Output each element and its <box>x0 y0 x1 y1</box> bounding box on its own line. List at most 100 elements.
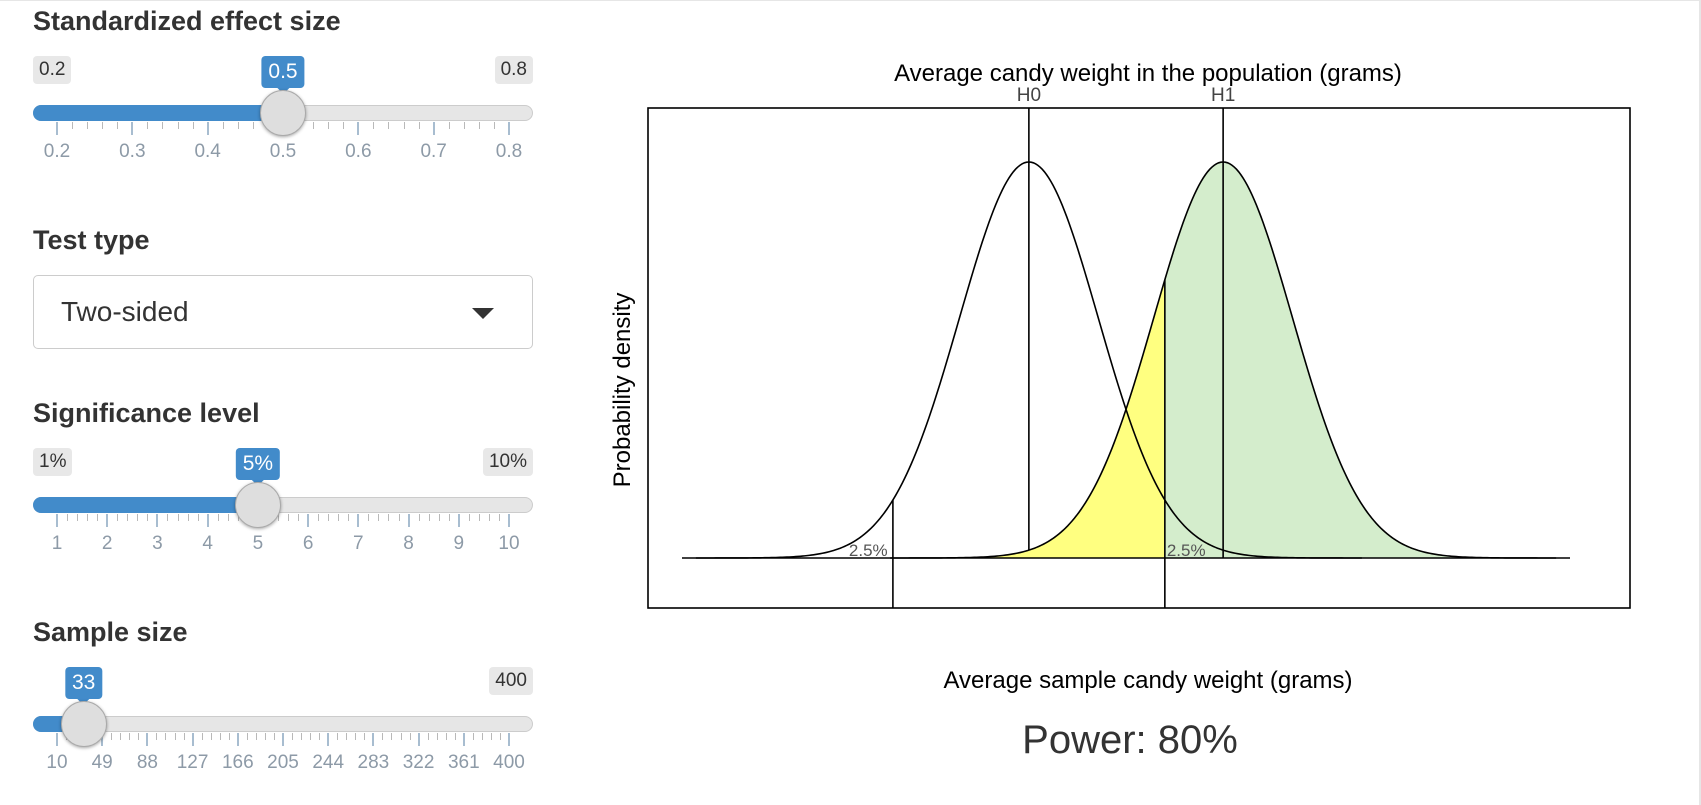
slider-minor-tick <box>237 122 239 129</box>
slider-minor-tick <box>378 514 380 521</box>
slider-major-tick <box>357 514 360 527</box>
slider-minor-tick <box>183 733 185 740</box>
slider-major-tick <box>146 733 149 746</box>
right-edge-scrollbar <box>1699 0 1701 805</box>
effect-size-slider[interactable]: 0.2 0.8 0.2 0.3 0.4 0.5 0.6 0.7 0.8 0.5 <box>33 56 533 166</box>
sample-size-handle[interactable] <box>60 701 107 747</box>
slider-minor-tick <box>67 514 69 521</box>
slider-minor-tick <box>292 733 294 740</box>
slider-minor-tick <box>222 122 224 129</box>
sample-size-slider[interactable]: 10 400 10 49 88 127 166 205 244 283 322 361 400 33 <box>33 667 533 777</box>
significance-handle[interactable] <box>234 482 281 528</box>
slider-minor-tick <box>97 514 99 521</box>
slider-minor-tick <box>117 122 119 129</box>
slider-minor-tick <box>355 733 357 740</box>
slider-tick-label: 166 <box>221 752 254 773</box>
slider-minor-tick <box>264 733 266 740</box>
slider-minor-tick <box>301 733 303 740</box>
slider-minor-tick <box>418 122 420 129</box>
slider-minor-tick <box>87 122 89 129</box>
significance-max: 10% <box>482 448 533 476</box>
slider-minor-tick <box>499 733 501 740</box>
slider-minor-tick <box>472 733 474 740</box>
slider-tick-label: 8 <box>403 533 414 554</box>
sample-size-track[interactable] <box>33 716 533 732</box>
significance-value: 5% <box>235 448 281 486</box>
slider-tick-label: 400 <box>493 752 525 773</box>
slider-minor-tick <box>445 733 447 740</box>
significance-fill <box>33 497 258 513</box>
slider-major-tick <box>372 733 375 746</box>
effect-size-handle[interactable] <box>260 90 306 136</box>
slider-tick-label: 7 <box>353 533 364 554</box>
significance-slider[interactable]: 1% 10% 1 2 3 4 5 6 7 8 9 10 5% <box>33 448 533 558</box>
effect-size-grid: 0.2 0.3 0.4 0.5 0.6 0.7 0.8 <box>33 122 533 166</box>
slider-minor-tick <box>165 733 167 740</box>
slider-minor-tick <box>156 733 158 740</box>
slider-minor-tick <box>388 514 390 521</box>
slider-tick-label: 6 <box>302 533 314 554</box>
slider-minor-tick <box>490 733 492 740</box>
slider-tick-label: 0.5 <box>269 141 297 162</box>
slider-minor-tick <box>478 514 480 521</box>
slider-major-tick <box>327 733 330 746</box>
slider-tick-label: 127 <box>176 752 209 773</box>
slider-minor-tick <box>343 122 345 129</box>
slider-major-tick <box>462 733 465 746</box>
test-type-select[interactable]: Two-sided <box>33 275 533 349</box>
slider-major-tick <box>191 733 194 746</box>
slider-minor-tick <box>120 733 122 740</box>
effect-size-value: 0.5 <box>261 56 305 94</box>
slider-major-tick <box>56 733 58 746</box>
slider-minor-tick <box>255 733 257 740</box>
slider-minor-tick <box>177 514 179 521</box>
significance-label: Significance level <box>33 398 260 428</box>
slider-major-tick <box>432 122 435 135</box>
slider-major-tick <box>307 514 310 527</box>
x-axis-title: Average sample candy weight (grams) <box>943 667 1352 694</box>
slider-minor-tick <box>319 733 321 740</box>
slider-minor-tick <box>346 733 348 740</box>
slider-minor-tick <box>488 514 490 521</box>
slider-minor-tick <box>328 514 330 521</box>
slider-major-tick <box>101 733 104 746</box>
slider-minor-tick <box>192 122 194 129</box>
slider-minor-tick <box>87 514 89 521</box>
slider-minor-tick <box>364 733 366 740</box>
significance-min: 1% <box>33 448 73 476</box>
slider-minor-tick <box>219 733 221 740</box>
slider-minor-tick <box>493 122 495 129</box>
power-region <box>1164 162 1501 558</box>
slider-major-tick <box>417 733 420 746</box>
slider-minor-tick <box>252 122 254 129</box>
h1-label: H1 <box>1211 85 1235 106</box>
slider-minor-tick <box>177 122 179 129</box>
slider-minor-tick <box>147 122 149 129</box>
slider-tick-label: 88 <box>136 752 158 773</box>
slider-minor-tick <box>318 514 320 521</box>
slider-tick-label: 5 <box>252 533 264 554</box>
test-type-selected: Two-sided <box>61 296 189 327</box>
slider-minor-tick <box>137 514 139 521</box>
slider-major-tick <box>236 733 239 746</box>
slider-tick-label: 0.8 <box>495 141 523 162</box>
test-type-label: Test type <box>33 225 150 255</box>
slider-minor-tick <box>463 122 465 129</box>
slider-minor-tick <box>328 122 330 129</box>
slider-tick-label: 0.3 <box>119 141 146 162</box>
slider-minor-tick <box>368 514 370 521</box>
slider-minor-tick <box>428 514 430 521</box>
effect-size-label: Standardized effect size <box>33 6 341 36</box>
plot-frame <box>647 107 1631 609</box>
caret-down-icon <box>472 308 494 319</box>
slider-minor-tick <box>382 733 384 740</box>
slider-minor-tick <box>498 514 500 521</box>
slider-minor-tick <box>217 514 219 521</box>
slider-tick-label: 49 <box>91 752 113 773</box>
slider-minor-tick <box>337 733 339 740</box>
slider-tick-label: 0.2 <box>43 141 71 162</box>
slider-minor-tick <box>298 514 300 521</box>
slider-tick-label: 322 <box>402 752 435 773</box>
slider-tick-label: 4 <box>202 533 213 554</box>
top-divider <box>0 0 1701 1</box>
